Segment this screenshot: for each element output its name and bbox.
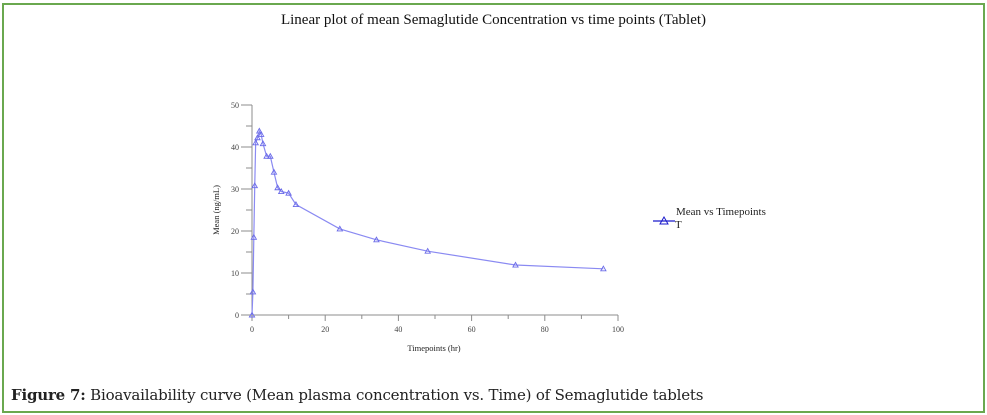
data-point	[512, 261, 519, 268]
data-point	[249, 288, 257, 295]
data-point	[257, 130, 265, 137]
chart-title: Linear plot of mean Semaglutide Concentr…	[280, 12, 707, 28]
figure-border	[2, 3, 985, 413]
x-tick-label: 20	[321, 325, 329, 334]
data-point	[277, 188, 285, 194]
data-point	[336, 225, 344, 232]
data-point	[266, 152, 274, 159]
legend-extra-text: T	[675, 219, 682, 231]
data-point	[292, 201, 300, 207]
legend-entry: Mean vs Timepoints	[676, 206, 766, 218]
y-tick-label: 30	[231, 185, 239, 194]
legend-triangle-marker	[659, 215, 669, 225]
data-point	[599, 265, 607, 272]
y-tick-label: 20	[231, 227, 239, 236]
x-axis-label: Timepoints (hr)	[407, 343, 460, 353]
legend: Mean vs Timepoints T	[653, 206, 766, 231]
x-tick-label: 100	[612, 325, 624, 334]
data-point	[252, 139, 260, 146]
caption-text: Bioavailability curve (Mean plasma conce…	[85, 386, 704, 404]
series-line	[251, 129, 604, 316]
data-point	[255, 127, 263, 134]
y-tick-label: 40	[231, 143, 239, 152]
x-tick-label: 0	[250, 325, 254, 334]
axes: 0 20 40 60 80 100 0 10 20 30 40 50	[231, 101, 624, 334]
data-point	[373, 236, 380, 243]
y-axis-label: Mean (ng/mL)	[211, 185, 221, 235]
series-group	[248, 127, 607, 318]
data-point	[248, 311, 256, 318]
data-point	[250, 233, 258, 240]
y-tick-label: 50	[231, 101, 239, 110]
x-tick-label: 60	[468, 325, 476, 334]
y-tick-label: 10	[231, 269, 239, 278]
data-point	[424, 247, 432, 254]
data-point	[259, 140, 267, 147]
data-point	[285, 189, 292, 196]
y-tick-label: 0	[235, 311, 239, 320]
data-point	[254, 134, 261, 141]
data-point	[270, 168, 278, 175]
x-tick-label: 40	[394, 325, 402, 334]
x-tick-label: 80	[541, 325, 549, 334]
data-point	[263, 152, 271, 159]
figure-caption: Figure 7: Bioavailability curve (Mean pl…	[11, 386, 703, 404]
data-point	[251, 182, 259, 189]
caption-label: Figure 7:	[11, 386, 86, 404]
data-point	[274, 184, 281, 191]
